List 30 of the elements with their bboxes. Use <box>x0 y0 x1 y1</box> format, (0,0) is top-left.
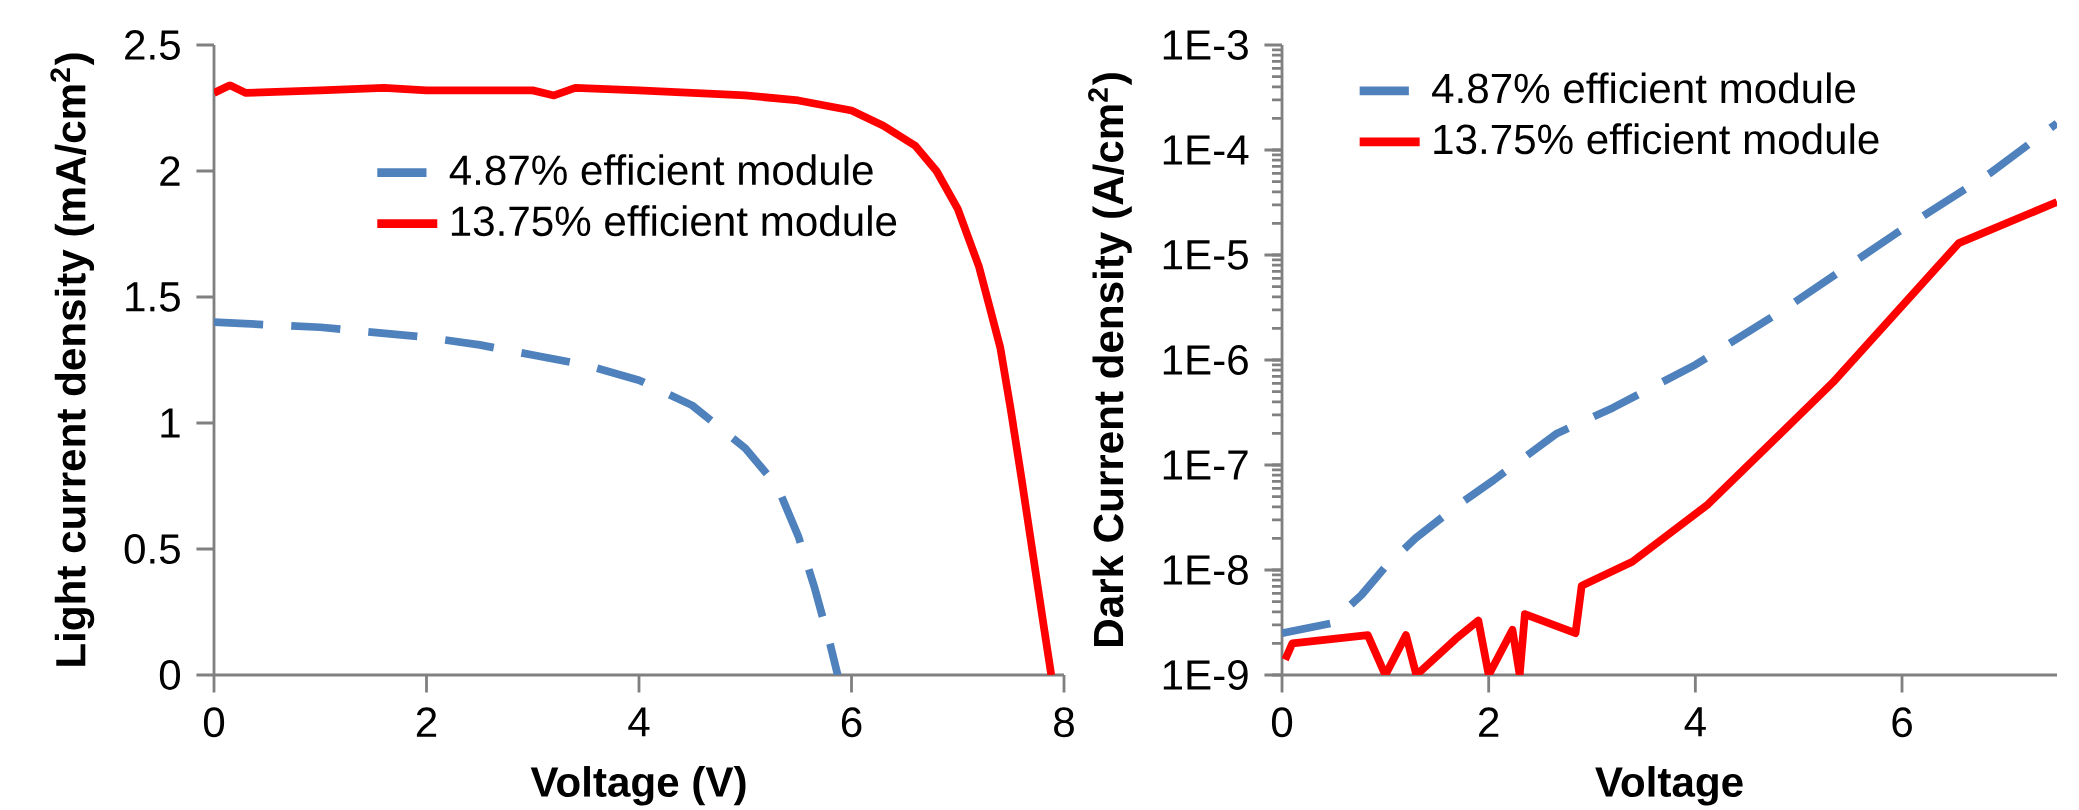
y-tick-label: 0 <box>159 660 181 690</box>
x-tick-label: 0 <box>1271 707 1293 738</box>
x-axis-title: Voltage (V) <box>530 766 746 806</box>
y-tick-label: 1E-9 <box>1163 660 1248 690</box>
y-tick-label: 1E-5 <box>1163 240 1248 270</box>
x-tick-label: 6 <box>1892 707 1912 738</box>
x-axis-title: Voltage <box>1595 766 1743 806</box>
y-tick-label: 0.5 <box>124 534 180 564</box>
y-tick-label: 1 <box>161 408 180 438</box>
legend-label: 13.75% efficient module <box>1434 123 1879 155</box>
y-tick-label: 1E-3 <box>1163 30 1248 60</box>
y-tick-label: 1E-6 <box>1163 345 1248 375</box>
y-tick-label: 1E-4 <box>1163 135 1249 165</box>
y-axis-title: Dark Current density (A/cm$^{2}$) <box>1088 73 1132 646</box>
x-tick-label: 2 <box>416 707 437 737</box>
legend-label: 4.87% efficient module <box>449 154 873 186</box>
legend-label: 4.87% efficient module <box>1432 72 1856 104</box>
legend-label: 13.75% efficient module <box>451 205 897 237</box>
y-tick-label: 1E-7 <box>1163 450 1248 480</box>
x-tick-label: 4 <box>628 707 650 737</box>
x-tick-label: 4 <box>1684 707 1706 737</box>
y-tick-label: 1.5 <box>126 282 180 312</box>
x-tick-label: 8 <box>1054 707 1074 738</box>
y-tick-label: 1E-8 <box>1163 555 1248 585</box>
x-tick-label: 6 <box>841 707 862 738</box>
x-tick-label: 2 <box>1479 707 1499 737</box>
y-axis-title: Light current density (mA/cm$^{2}$) <box>50 53 95 666</box>
y-tick-label: 2 <box>160 156 180 186</box>
y-tick-label: 2.5 <box>125 30 180 60</box>
x-tick-label: 0 <box>203 707 225 738</box>
